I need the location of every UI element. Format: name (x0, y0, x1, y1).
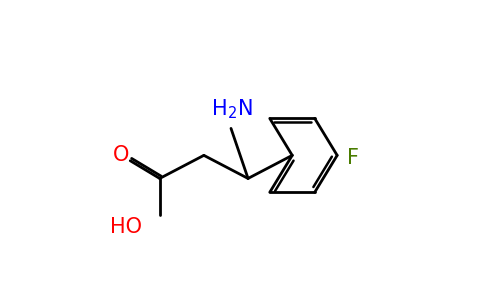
Text: HO: HO (110, 217, 142, 237)
Text: $_2$N: $_2$N (227, 97, 253, 121)
Text: H: H (212, 99, 227, 119)
Text: O: O (113, 146, 129, 165)
Text: F: F (347, 148, 359, 168)
